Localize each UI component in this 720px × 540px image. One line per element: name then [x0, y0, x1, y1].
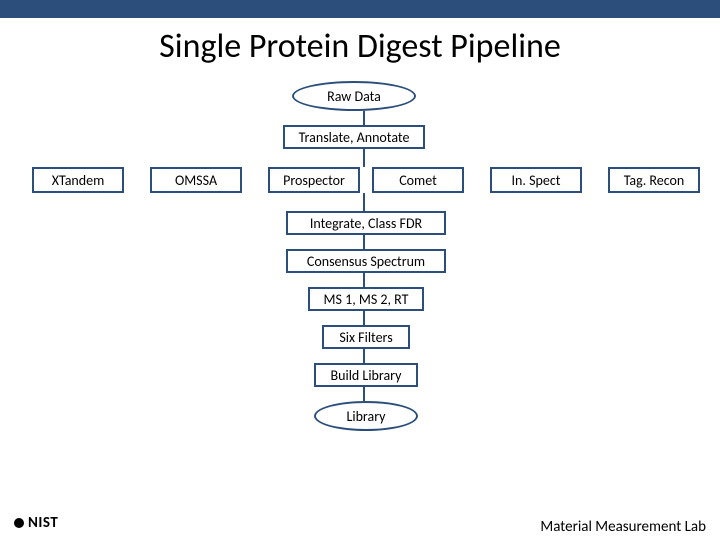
- node-inspect: In. Spect: [490, 167, 582, 193]
- connector: [363, 149, 365, 167]
- connector: [363, 235, 365, 249]
- footer-lab: Material Measurement Lab: [540, 518, 706, 536]
- connector: [363, 193, 365, 211]
- pipeline-diagram: Raw Data Translate, Annotate XTandem OMS…: [0, 81, 720, 481]
- node-omssa: OMSSA: [150, 167, 242, 193]
- node-xtandem: XTandem: [32, 167, 124, 193]
- node-label: Build Library: [331, 367, 402, 384]
- node-label: Raw Data: [327, 88, 381, 105]
- connector: [363, 387, 365, 401]
- header-bar: [0, 0, 720, 18]
- logo-text: NIST: [28, 514, 58, 532]
- node-library: Library: [314, 401, 418, 431]
- node-label: In. Spect: [512, 172, 561, 189]
- node-label: Comet: [399, 172, 437, 189]
- node-tagrecon: Tag. Recon: [608, 167, 700, 193]
- nist-logo: NIST: [14, 514, 58, 532]
- node-label: Translate, Annotate: [299, 129, 410, 146]
- node-label: Consensus Spectrum: [307, 253, 425, 270]
- node-label: OMSSA: [175, 172, 217, 189]
- node-raw-data: Raw Data: [292, 81, 416, 111]
- connector: [363, 111, 365, 125]
- footer: NIST Material Measurement Lab: [0, 516, 720, 540]
- node-label: MS 1, MS 2, RT: [324, 291, 409, 308]
- page-title: Single Protein Digest Pipeline: [0, 26, 720, 67]
- node-integrate: Integrate, Class FDR: [286, 211, 446, 235]
- node-label: Integrate, Class FDR: [310, 215, 422, 232]
- connector: [363, 311, 365, 325]
- node-six-filters: Six Filters: [322, 325, 410, 349]
- node-label: Tag. Recon: [624, 172, 685, 189]
- node-prospector: Prospector: [268, 167, 360, 193]
- connector: [363, 349, 365, 363]
- node-consensus: Consensus Spectrum: [286, 249, 446, 273]
- node-translate: Translate, Annotate: [283, 125, 425, 149]
- node-label: Prospector: [283, 172, 345, 189]
- connector: [363, 273, 365, 287]
- logo-icon: [14, 518, 24, 528]
- node-label: XTandem: [52, 172, 105, 189]
- node-label: Six Filters: [339, 329, 392, 346]
- node-ms: MS 1, MS 2, RT: [308, 287, 424, 311]
- node-label: Library: [346, 408, 385, 425]
- node-comet: Comet: [372, 167, 464, 193]
- node-build-library: Build Library: [314, 363, 418, 387]
